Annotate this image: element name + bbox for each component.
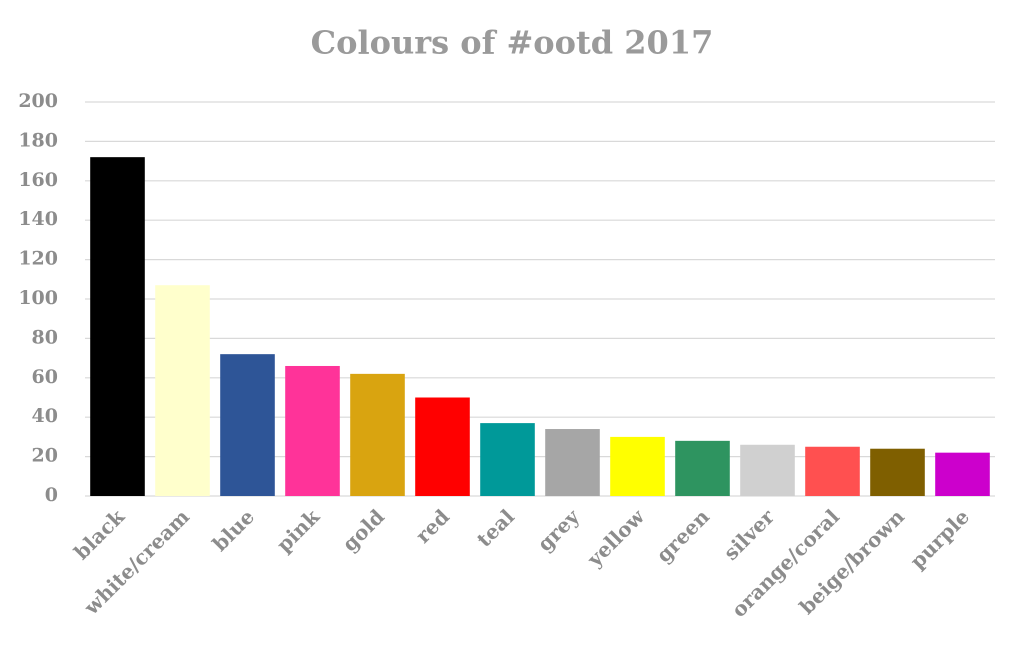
x-tick-label: silver (719, 504, 780, 565)
bar (610, 436, 665, 496)
y-tick-label: 160 (18, 169, 58, 191)
x-tick-label: black (69, 504, 130, 565)
x-tick-label: gold (337, 505, 389, 557)
y-tick-label: 40 (32, 405, 58, 427)
y-tick-label: 60 (32, 366, 58, 388)
y-tick-label: 120 (18, 248, 58, 270)
bar (545, 429, 600, 496)
bar (870, 448, 925, 496)
bar (740, 444, 795, 496)
bar (415, 397, 470, 496)
y-tick-label: 140 (18, 208, 58, 230)
y-tick-label: 80 (32, 326, 58, 348)
bar (155, 285, 210, 496)
x-tick-label: blue (208, 505, 260, 557)
chart-title: Colours of #ootd 2017 (311, 24, 714, 62)
x-tick-label: yellow (582, 504, 650, 572)
bar (90, 157, 145, 496)
bar (220, 354, 275, 496)
x-tick-label: teal (472, 504, 519, 551)
bar (350, 373, 405, 496)
x-tick-label: grey (533, 504, 585, 556)
bar (480, 423, 535, 496)
y-tick-label: 0 (45, 484, 58, 506)
y-tick-label: 180 (18, 129, 58, 151)
y-tick-label: 200 (18, 90, 58, 112)
x-tick-label: pink (272, 504, 325, 557)
bar (805, 446, 860, 496)
x-tick-label: green (651, 504, 714, 567)
x-tick-label: red (411, 505, 454, 548)
y-tick-label: 20 (32, 445, 58, 467)
bar (935, 452, 990, 496)
bar (285, 365, 340, 496)
y-tick-label: 100 (18, 287, 58, 309)
x-tick-label: purple (905, 505, 974, 574)
bar (675, 440, 730, 496)
